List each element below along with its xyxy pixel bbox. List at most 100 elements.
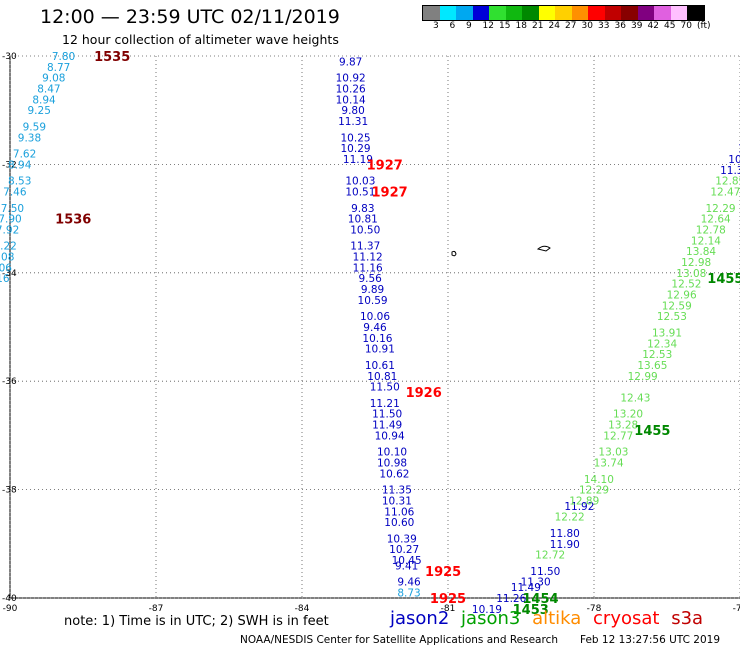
wave-height-value: 11.12 xyxy=(353,252,383,264)
pass-time-label: 1536 xyxy=(55,213,91,228)
pass-time-label: 1927 xyxy=(372,186,408,201)
wave-height-value: 11.31 xyxy=(338,116,368,128)
legend-s3a: s3a xyxy=(671,608,704,629)
pass-time-label: 1453 xyxy=(513,603,549,618)
wave-height-value: 12.53 xyxy=(642,349,672,361)
pass-time-label: 1926 xyxy=(406,386,442,401)
wave-height-value: 11.92 xyxy=(564,501,594,513)
wave-height-value: 10.92 xyxy=(336,73,366,85)
wave-height-value: 13.03 xyxy=(598,447,628,459)
pass-time-label: 1454 xyxy=(522,592,558,607)
color-scale-label: 12 xyxy=(482,21,494,31)
pass-time-label: 1927 xyxy=(367,158,403,173)
wave-height-value: 12.96 xyxy=(667,289,697,301)
wave-height-value: 9.38 xyxy=(18,132,41,144)
color-scale-cell xyxy=(522,6,539,20)
wave-height-value: 7.80 xyxy=(52,51,75,63)
wave-height-value: 12.89 xyxy=(715,176,740,188)
color-scale-cell xyxy=(604,6,621,20)
wave-height-value: 11.16 xyxy=(353,262,383,274)
map-subtitle: 12 hour collection of altimeter wave hei… xyxy=(62,32,339,47)
color-scale-label: 21 xyxy=(532,21,544,31)
color-scale-cell xyxy=(571,6,588,20)
wave-height-value: 11.33 xyxy=(720,165,740,177)
lat-tick-label: -32 xyxy=(2,160,17,170)
wave-height-value: 7.62 xyxy=(13,149,36,161)
color-scale-label: 6 xyxy=(449,21,456,31)
lat-tick-label: -36 xyxy=(2,377,17,387)
wave-height-value: 11.90 xyxy=(550,539,580,551)
color-scale-label: 3 xyxy=(433,21,439,31)
wave-height-value: 10.16 xyxy=(362,333,392,345)
wave-height-value: 12.99 xyxy=(628,371,658,383)
wave-height-value: 12.29 xyxy=(706,203,736,215)
wave-height-value: 12.64 xyxy=(701,214,731,226)
wave-height-value: 12.77 xyxy=(603,430,633,442)
wave-height-value: 13.65 xyxy=(637,360,667,372)
wave-height-value: 11.50 xyxy=(370,382,400,394)
wave-height-value: 12.22 xyxy=(555,512,585,524)
wave-height-value: 13.91 xyxy=(652,327,682,339)
color-scale-cell xyxy=(555,6,572,20)
color-scale-cell xyxy=(439,6,456,20)
wave-height-value: 12.43 xyxy=(620,392,650,404)
wave-height-value: 9.25 xyxy=(28,105,51,117)
legend-cryosat: cryosat xyxy=(593,608,660,629)
wave-height-value: 11.80 xyxy=(550,528,580,540)
lat-tick-label: -40 xyxy=(2,594,17,604)
color-scale-cell xyxy=(637,6,654,20)
wave-height-value: 10.50 xyxy=(350,224,380,236)
wave-height-value: 7.90 xyxy=(0,214,22,226)
wave-height-value: 13.74 xyxy=(594,458,624,470)
wave-height-value: 12.78 xyxy=(696,224,726,236)
wave-height-value: 10 xyxy=(738,143,740,155)
wave-height-value: 10.14 xyxy=(336,94,366,106)
map-title: 12:00 — 23:59 UTC 02/11/2019 xyxy=(40,6,340,28)
wave-height-value: 11.30 xyxy=(521,577,551,589)
wave-height-value: 10.51 xyxy=(345,187,375,199)
wave-height-value: 13.28 xyxy=(608,420,638,432)
wave-height-value: 10.27 xyxy=(389,544,419,556)
wave-height-value: 14.10 xyxy=(584,474,614,486)
wave-height-value: 13.08 xyxy=(676,268,706,280)
wave-height-value: 11.21 xyxy=(370,398,400,410)
pass-time-label: 1455 xyxy=(634,424,670,439)
wave-height-value: 10.60 xyxy=(384,517,414,529)
color-scale-cell xyxy=(687,6,704,20)
wave-height-value: 10.61 xyxy=(365,360,395,372)
color-scale-label: 18 xyxy=(515,21,527,31)
wave-height-value: 7.08 xyxy=(0,252,14,264)
pass-time-label: 1925 xyxy=(430,592,466,607)
color-scale-cell xyxy=(472,6,489,20)
lon-tick-label: -78 xyxy=(587,604,602,614)
color-scale-label: 39 xyxy=(631,21,643,31)
color-scale-label: 45 xyxy=(664,21,676,31)
wave-height-value: 10.39 xyxy=(387,533,417,545)
lon-tick-label: -87 xyxy=(149,604,164,614)
credit-footer: NOAA/NESDIS Center for Satellite Applica… xyxy=(240,634,558,646)
wave-height-value: 7.22 xyxy=(0,241,17,253)
wave-height-value: 9.87 xyxy=(339,56,362,68)
wave-height-value: 8.77 xyxy=(47,62,70,74)
pass-time-label: 1925 xyxy=(425,565,461,580)
island-outline xyxy=(536,245,551,252)
wave-height-value: 10.19 xyxy=(472,604,502,616)
wave-height-value: 8.53 xyxy=(8,176,31,188)
legend-jason3: jason3 xyxy=(461,608,521,629)
wave-height-value: 9.08 xyxy=(42,73,65,85)
color-scale-cell xyxy=(423,6,440,20)
wave-height-value: 7.16 xyxy=(0,273,10,285)
color-scale-label: (ft) xyxy=(697,21,711,31)
color-scale-label: 70 xyxy=(680,21,692,31)
wave-height-value: 7.46 xyxy=(3,187,27,199)
wave-height-value: 11.37 xyxy=(350,241,380,253)
wave-height-value: 11.49 xyxy=(511,582,541,594)
color-scale-label: 33 xyxy=(598,21,610,31)
wave-height-value: 12.47 xyxy=(710,187,740,199)
color-scale-cell xyxy=(505,6,522,20)
color-scale-cell xyxy=(621,6,638,20)
wave-height-value: 10.45 xyxy=(392,555,422,567)
wave-height-value: 11.26 xyxy=(496,593,526,605)
wave-height-value: 12.53 xyxy=(657,311,687,323)
wave-height-value: 12.98 xyxy=(681,257,711,269)
